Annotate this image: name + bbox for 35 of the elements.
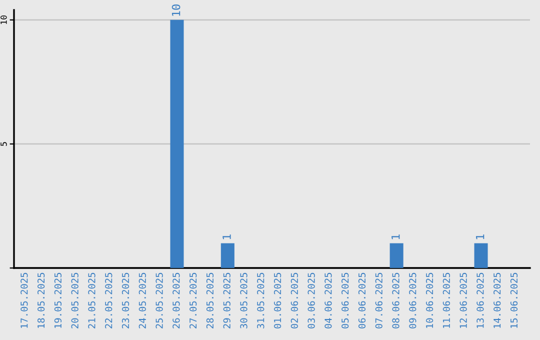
x-tick-label: 12.06.2025 [460,272,467,328]
x-tick-label: 05.06.2025 [342,272,349,328]
x-tick-label: 14.06.2025 [494,272,501,328]
y-tick-label: 5 [0,142,7,146]
x-tick-label: 19.05.2025 [54,272,62,328]
x-tick-label: 13.06.2025 [476,272,484,328]
x-tick-label: 21.05.2025 [88,272,96,328]
x-tick-label: 27.05.2025 [190,272,197,328]
x-tick-label: 29.05.2025 [223,272,230,328]
data-label: 1 [476,234,484,240]
x-tick-label: 26.05.2025 [172,272,180,328]
x-tick-label: 11.06.2025 [442,272,450,328]
x-tick-label: 28.05.2025 [206,272,214,328]
x-tick-label: 02.06.2025 [290,272,298,328]
data-label: 1 [392,234,400,240]
x-tick-label: 20.05.2025 [71,272,78,328]
x-tick-label: 23.05.2025 [122,272,130,328]
x-tick-label: 04.06.2025 [324,272,332,328]
x-tick-label: 22.05.2025 [105,272,112,328]
x-tick-label: 09.06.2025 [409,272,416,328]
x-tick-label: 17.05.2025 [20,272,28,328]
x-tick-label: 24.05.2025 [138,272,146,328]
x-tick-label: 08.06.2025 [392,272,400,328]
x-tick-label: 03.06.2025 [308,272,315,328]
x-tick-label: 18.05.2025 [37,272,45,328]
x-tick-label: 07.06.2025 [375,272,382,328]
x-tick-label: 31.05.2025 [257,272,264,328]
data-label: 10 [172,4,180,16]
x-tick-label: 01.06.2025 [274,272,282,328]
x-tick-label: 25.05.2025 [156,272,163,328]
x-tick-label: 10.06.2025 [426,272,434,328]
x-tick-label: 30.05.2025 [240,272,248,328]
x-tick-label: 15.06.2025 [510,272,518,328]
x-tick-label: 06.06.2025 [358,272,366,328]
data-label: 1 [222,234,231,240]
